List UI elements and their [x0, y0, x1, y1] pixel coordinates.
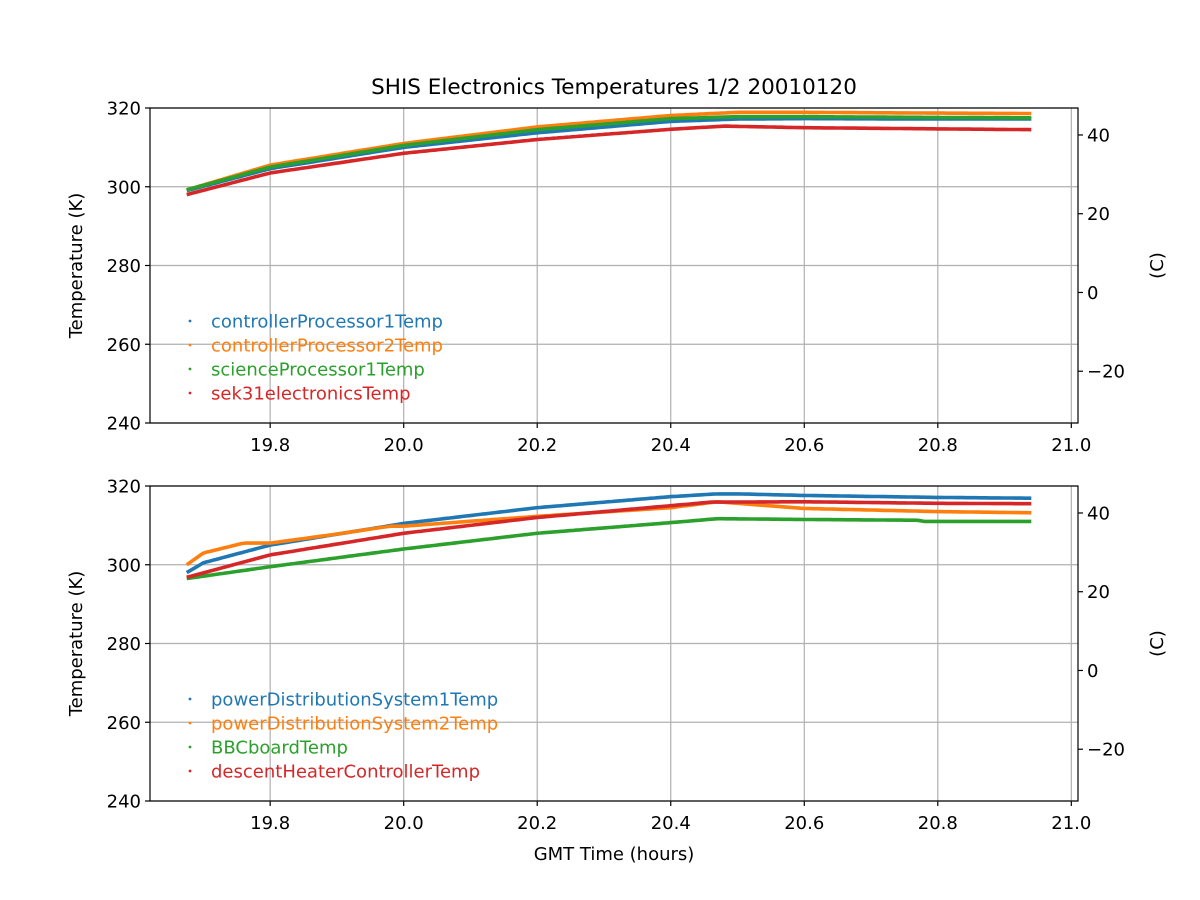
subplot-0-y-tick-label: 240: [107, 414, 141, 435]
subplot-1-series-trace: [186, 516, 1032, 581]
subplot-1-legend-label: descentHeaterControllerTemp: [211, 762, 480, 783]
subplot-1-legend-marker: [188, 721, 192, 725]
subplot-1-x-tick-label: 20.0: [384, 813, 424, 834]
subplot-0-x-tick-label: 20.6: [784, 435, 824, 456]
subplot-1-legend: powerDistributionSystem1Temp powerDistrib…: [188, 690, 498, 783]
subplot-0-y-tick-label: 300: [107, 177, 141, 198]
subplot-1-y-tick-label: 280: [107, 634, 141, 655]
subplot-0-series-trace: [186, 110, 1032, 192]
subplot-1-legend-label: BBCboardTemp: [211, 738, 348, 759]
subplot-1-y2-tick-label: 40: [1087, 503, 1110, 524]
subplot-0-y-tick-label: 260: [107, 335, 141, 356]
subplot-1-legend-marker: [188, 769, 192, 773]
subplot-0-y2-axis-label: (C): [1147, 252, 1168, 279]
subplot-0-y2-tick-label: 0: [1087, 283, 1098, 304]
subplot-0-y-tick-label: 320: [107, 99, 141, 120]
subplot-1-x-axis-label: GMT Time (hours): [534, 844, 695, 865]
subplot-0-legend-label: scienceProcessor1Temp: [211, 360, 425, 381]
subplot-1-y2-tick-label: 20: [1087, 582, 1110, 603]
subplot-0-y2-tick-label: 20: [1087, 204, 1110, 225]
subplot-0-legend-marker: [188, 367, 192, 371]
subplot-0-x-tick-label: 19.8: [250, 435, 290, 456]
subplot-1-x-tick-label: 19.8: [250, 813, 290, 834]
subplot-0-series-trace: [186, 114, 1032, 192]
subplot-1-series-2: [186, 516, 1032, 581]
subplot-1-y2-tick-label: 0: [1087, 661, 1098, 682]
subplot-1-y2-tick-label: −20: [1087, 740, 1125, 761]
top-subplot: 19.8 20.0 20.2 20.4 20.6 20.8 21.0 240 260 280 300…: [66, 99, 1168, 457]
bottom-subplot: 19.8 20.0 20.2 20.4 20.6 20.8 21.0 240 260 280 300…: [66, 477, 1168, 866]
subplot-1-y-axis-label: Temperature (K): [66, 571, 87, 718]
subplot-1-y-tick-label: 240: [107, 792, 141, 813]
subplot-0-x-tick-label: 21.0: [1051, 435, 1091, 456]
subplot-0-legend-marker: [188, 343, 192, 347]
subplot-1-legend-marker: [188, 697, 192, 701]
subplot-0-legend-marker: [188, 391, 192, 395]
subplot-0-y2-tick-label: 40: [1087, 125, 1110, 146]
subplot-0-y-axis-label: Temperature (K): [66, 193, 87, 340]
subplot-0-y2-tick-label: −20: [1087, 362, 1125, 383]
subplot-0-series-2: [186, 114, 1032, 192]
subplot-0-legend-label: controllerProcessor2Temp: [211, 336, 443, 357]
subplot-0-axes-frame: [149, 107, 1079, 424]
subplot-0-legend-label: sek31electronicsTemp: [211, 384, 411, 405]
subplot-0-series-3: [186, 124, 1032, 197]
subplot-1-y2-axis-label: (C): [1147, 630, 1168, 657]
subplot-1-series-trace: [186, 500, 1032, 580]
subplot-1-legend-label: powerDistributionSystem1Temp: [211, 690, 498, 711]
subplot-1-legend-label: powerDistributionSystem2Temp: [211, 714, 498, 735]
subplot-1-x-tick-label: 20.4: [651, 813, 691, 834]
subplot-1-y-tick-label: 320: [107, 477, 141, 498]
subplot-1-y-tick-label: 300: [107, 555, 141, 576]
subplot-0-legend: controllerProcessor1Temp controllerProces…: [188, 312, 443, 405]
subplot-0-y-tick-label: 280: [107, 256, 141, 277]
subplot-0-x-tick-label: 20.4: [651, 435, 691, 456]
subplot-1-axes-frame: [149, 485, 1079, 802]
subplot-0-x-tick-label: 20.8: [918, 435, 958, 456]
subplot-0-x-tick-label: 20.0: [384, 435, 424, 456]
subplot-0-series-1: [186, 110, 1032, 192]
subplot-1-series-3: [186, 500, 1032, 580]
subplot-0-legend-marker: [188, 319, 192, 323]
subplot-1-x-tick-label: 20.6: [784, 813, 824, 834]
subplot-1-y-tick-label: 260: [107, 713, 141, 734]
subplot-0-legend-label: controllerProcessor1Temp: [211, 312, 443, 333]
subplot-0-x-tick-label: 20.2: [517, 435, 557, 456]
subplot-0-series-trace: [186, 124, 1032, 197]
subplot-1-x-tick-label: 21.0: [1051, 813, 1091, 834]
subplot-1-legend-marker: [188, 745, 192, 749]
subplot-1-x-tick-label: 20.2: [517, 813, 557, 834]
figure-title: SHIS Electronics Temperatures 1/2 200101…: [371, 75, 857, 100]
subplot-1-x-tick-label: 20.8: [918, 813, 958, 834]
